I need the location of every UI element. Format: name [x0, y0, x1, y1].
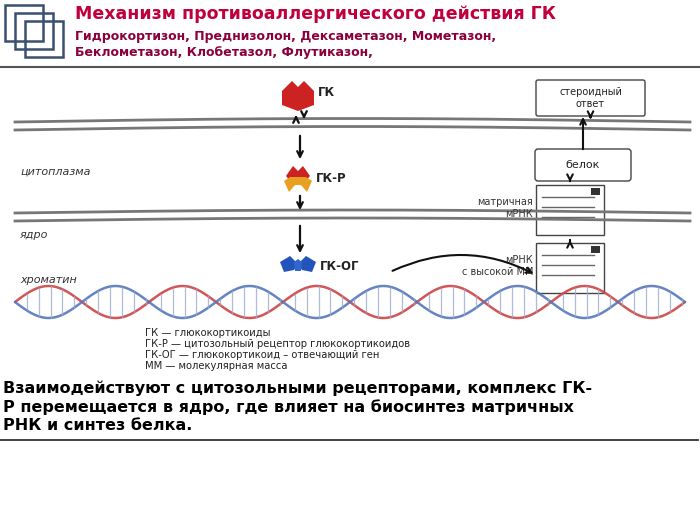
- Text: ядро: ядро: [20, 230, 48, 240]
- Text: РНК и синтез белка.: РНК и синтез белка.: [3, 418, 193, 433]
- Polygon shape: [280, 256, 298, 272]
- Text: ММ — молекулярная масса: ММ — молекулярная масса: [145, 361, 288, 371]
- FancyBboxPatch shape: [535, 149, 631, 181]
- Bar: [15, 13, 53, 49]
- Text: Гидрокортизон, Преднизолон, Дексаметазон, Мометазон,: Гидрокортизон, Преднизолон, Дексаметазон…: [75, 30, 496, 43]
- Text: ГК-ОГ: ГК-ОГ: [320, 260, 360, 272]
- Text: Взаимодействуют с цитозольными рецепторами, комплекс ГК-: Взаимодействуют с цитозольными рецептора…: [3, 380, 592, 395]
- Bar: [536, 243, 604, 293]
- Polygon shape: [282, 81, 314, 111]
- Polygon shape: [286, 166, 310, 182]
- Bar: [5, 5, 43, 41]
- Text: Механизм противоаллергического действия ГК: Механизм противоаллергического действия …: [75, 5, 556, 23]
- Text: хроматин: хроматин: [20, 275, 77, 285]
- Text: мРНК
с высокой ММ: мРНК с высокой ММ: [461, 255, 533, 277]
- Polygon shape: [284, 177, 312, 192]
- Text: белок: белок: [566, 160, 600, 170]
- Bar: [591, 188, 600, 195]
- Text: ГК-ОГ — глюкокортикоид – отвечающий ген: ГК-ОГ — глюкокортикоид – отвечающий ген: [145, 350, 379, 360]
- Text: ГК-Р — цитозольный рецептор глюкокортикоидов: ГК-Р — цитозольный рецептор глюкокортико…: [145, 339, 410, 349]
- Bar: [536, 185, 604, 235]
- Text: стероидный
ответ: стероидный ответ: [559, 87, 622, 109]
- Text: матричная
мРНК: матричная мРНК: [477, 197, 533, 219]
- FancyBboxPatch shape: [536, 80, 645, 116]
- Bar: [591, 246, 600, 253]
- Text: Беклометазон, Клобетазол, Флутиказон,: Беклометазон, Клобетазол, Флутиказон,: [75, 46, 373, 59]
- Text: цитоплазма: цитоплазма: [20, 167, 90, 177]
- Text: ГК: ГК: [318, 87, 335, 99]
- Polygon shape: [298, 256, 316, 272]
- Text: Р перемещается в ядро, где влияет на биосинтез матричных: Р перемещается в ядро, где влияет на био…: [3, 399, 574, 415]
- Polygon shape: [294, 259, 302, 271]
- Bar: [25, 21, 63, 57]
- Text: ГК-Р: ГК-Р: [316, 171, 346, 185]
- Text: ГК — глюкокортикоиды: ГК — глюкокортикоиды: [145, 328, 270, 338]
